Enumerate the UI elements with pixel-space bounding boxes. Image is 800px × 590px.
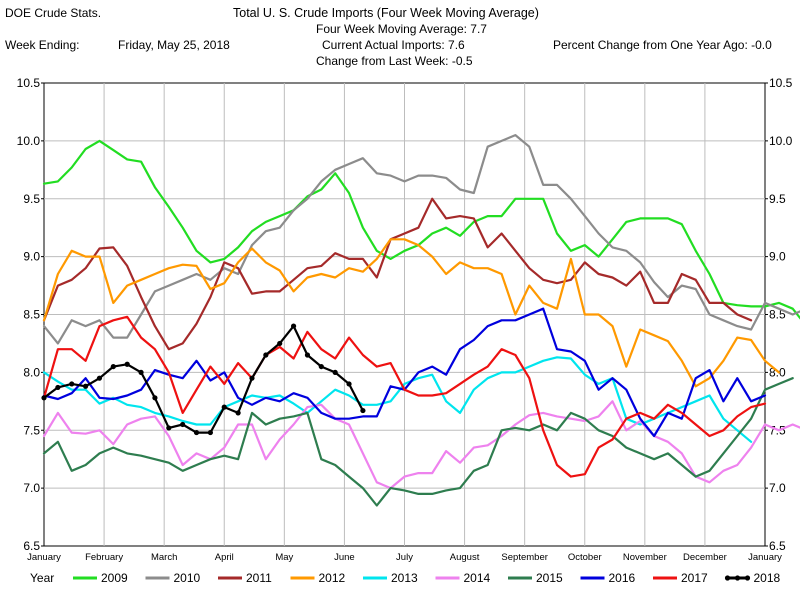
- y-tick-label-left: 9.0: [23, 250, 40, 264]
- legend: Year 2009 2010 2011 2012 2013 2014 2015 2016 2017…: [30, 571, 781, 585]
- legend-label-2016: 2016: [609, 571, 636, 585]
- change-from-last-week: Change from Last Week: -0.5: [316, 54, 473, 68]
- series-point-2018: [332, 369, 338, 375]
- legend-label-2018: 2018: [754, 571, 781, 585]
- series-point-2018: [207, 429, 213, 436]
- x-tick-label: January: [748, 552, 782, 563]
- series-line-2018: [42, 325, 364, 434]
- series-point-2018: [221, 404, 227, 410]
- week-ending-date: Friday, May 25, 2018: [118, 38, 230, 52]
- y-tick-label-left: 9.5: [23, 192, 40, 206]
- series-line-2012: [42, 238, 781, 388]
- series-point-2018: [249, 375, 255, 381]
- series-line-2009: [42, 139, 800, 320]
- source-label: DOE Crude Stats.: [5, 6, 102, 20]
- y-tick-label-left: 10.5: [17, 76, 41, 90]
- series-point-2018: [263, 352, 269, 358]
- legend-label-2012: 2012: [319, 571, 346, 585]
- y-tick-label-right: 9.0: [769, 250, 786, 264]
- series-point-2018: [96, 375, 103, 381]
- x-tick-label: February: [85, 552, 123, 563]
- series-point-2018: [193, 429, 200, 436]
- week-ending-label: Week Ending:: [5, 38, 80, 52]
- x-tick-label: November: [623, 552, 667, 563]
- series-point-2018: [124, 361, 130, 367]
- y-tick-label-left: 7.0: [23, 481, 40, 495]
- series-point-2018: [166, 425, 172, 431]
- series-point-2018: [82, 383, 89, 389]
- series-point-2018: [110, 363, 116, 370]
- series-point-2018: [55, 384, 61, 391]
- legend-marker-2018: [734, 575, 741, 581]
- y-tick-label-right: 10.0: [769, 134, 793, 148]
- series-line-2010: [42, 134, 800, 345]
- series-line-2015: [42, 377, 794, 507]
- legend-label-2011: 2011: [246, 571, 272, 585]
- y-tick-label-left: 8.0: [23, 365, 40, 379]
- x-tick-label: June: [334, 552, 355, 563]
- chart-title: Total U. S. Crude Imports (Four Week Mov…: [233, 6, 539, 20]
- y-tick-label-right: 9.5: [769, 192, 786, 206]
- series-point-2018: [69, 381, 75, 387]
- y-tick-label-left: 10.0: [17, 134, 41, 148]
- series-point-2018: [180, 421, 186, 428]
- x-tick-label: January: [27, 552, 61, 563]
- legend-label-2013: 2013: [391, 571, 418, 585]
- y-tick-label-left: 7.5: [23, 423, 40, 437]
- legend-marker-2018: [744, 575, 751, 581]
- legend-label-2009: 2009: [101, 571, 128, 585]
- legend-label-2014: 2014: [464, 571, 491, 585]
- x-tick-label: May: [275, 552, 293, 563]
- legend-label-2017: 2017: [681, 571, 708, 585]
- x-axis-ticks: January February March April May June July Augu…: [27, 552, 782, 563]
- x-tick-label: July: [396, 552, 413, 563]
- series-point-2018: [304, 352, 311, 358]
- legend-marker-2018: [724, 575, 731, 581]
- series-point-2018: [346, 381, 352, 387]
- x-tick-label: September: [501, 552, 547, 563]
- legend-label-2010: 2010: [174, 571, 201, 585]
- x-tick-label: December: [683, 552, 727, 563]
- x-tick-label: April: [215, 552, 234, 563]
- series-point-2018: [152, 395, 158, 401]
- series-line-2017: [42, 315, 767, 478]
- legend-title: Year: [30, 571, 54, 585]
- series-point-2018: [41, 395, 47, 401]
- x-tick-label: August: [450, 552, 480, 563]
- series-line-2011: [42, 197, 753, 351]
- y-tick-label-left: 6.5: [23, 539, 40, 553]
- legend-label-2015: 2015: [536, 571, 563, 585]
- series-point-2018: [277, 340, 283, 347]
- series-lines: [41, 134, 800, 507]
- series-point-2018: [235, 410, 241, 416]
- series-point-2018: [360, 407, 366, 414]
- series-line-2014: [42, 400, 800, 490]
- y-tick-label-left: 8.5: [23, 308, 40, 322]
- x-tick-label: October: [568, 552, 602, 563]
- series-point-2018: [290, 323, 297, 329]
- y-tick-label-right: 7.0: [769, 481, 786, 495]
- percent-change-year: Percent Change from One Year Ago: -0.0: [553, 38, 772, 52]
- y-tick-label-right: 10.5: [769, 76, 793, 90]
- series-point-2018: [318, 363, 324, 370]
- four-week-average: Four Week Moving Average: 7.7: [316, 22, 487, 36]
- y-tick-label-right: 6.5: [769, 539, 786, 553]
- series-point-2018: [138, 369, 144, 375]
- x-tick-label: March: [151, 552, 177, 563]
- current-actual-imports: Current Actual Imports: 7.6: [322, 38, 465, 52]
